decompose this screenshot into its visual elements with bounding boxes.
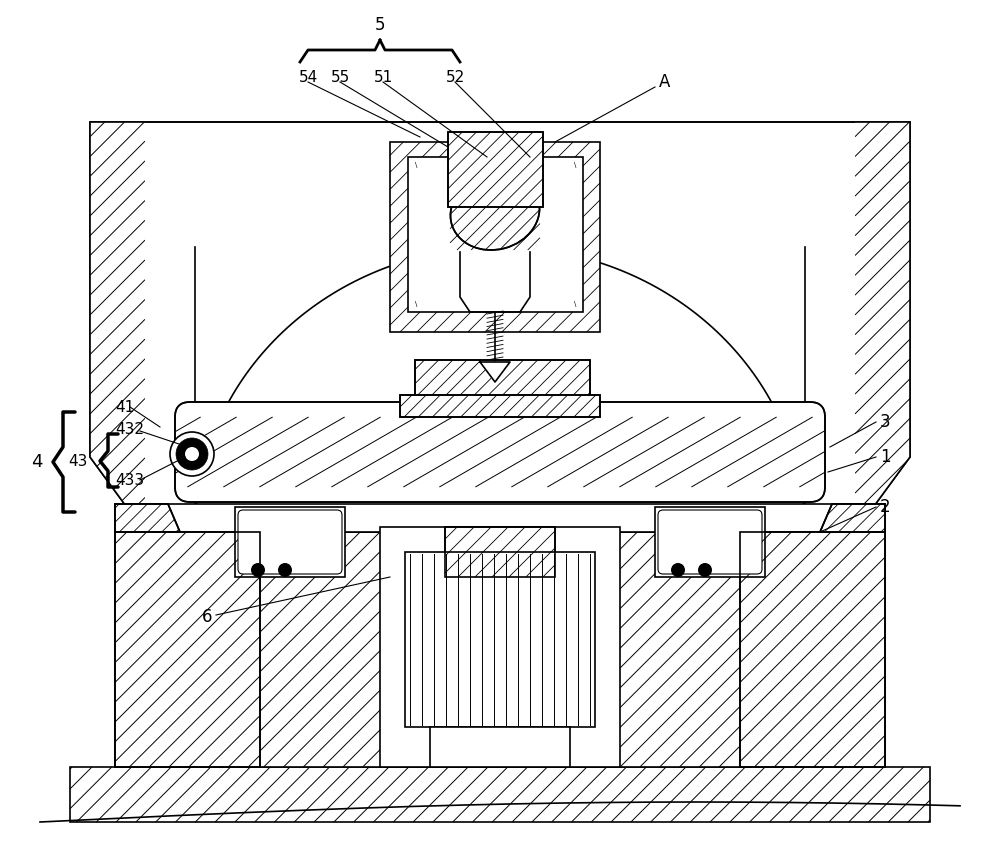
Text: 51: 51 (373, 70, 393, 85)
Bar (740, 532, 885, 767)
Polygon shape (855, 122, 910, 532)
Text: 2: 2 (880, 498, 891, 516)
Polygon shape (430, 727, 570, 767)
Circle shape (698, 563, 712, 577)
Text: 432: 432 (115, 422, 144, 436)
Bar (415, 360, 590, 402)
Bar (390, 142, 600, 332)
Bar (115, 532, 260, 767)
Bar (655, 507, 765, 577)
Text: 433: 433 (115, 472, 144, 488)
Text: 41: 41 (115, 399, 134, 414)
Polygon shape (90, 122, 910, 532)
Bar (380, 527, 620, 767)
Text: 1: 1 (880, 448, 891, 466)
Bar (445, 527, 555, 577)
Circle shape (251, 563, 265, 577)
Bar (405, 552, 595, 727)
Bar (115, 504, 885, 532)
Polygon shape (115, 504, 180, 532)
Text: 5: 5 (375, 16, 385, 34)
Circle shape (278, 563, 292, 577)
FancyBboxPatch shape (238, 510, 342, 574)
Bar (400, 395, 600, 417)
Polygon shape (480, 362, 510, 382)
Bar (448, 132, 543, 207)
Text: 43: 43 (69, 454, 88, 468)
Bar (115, 532, 260, 767)
Polygon shape (90, 122, 145, 532)
Text: 3: 3 (880, 413, 891, 431)
Bar (415, 360, 590, 402)
Text: A: A (659, 73, 671, 91)
Text: \: \ (415, 162, 417, 168)
Bar (448, 132, 543, 207)
FancyBboxPatch shape (658, 510, 762, 574)
Circle shape (170, 432, 214, 476)
Bar (445, 527, 555, 577)
Text: \: \ (574, 162, 576, 168)
Ellipse shape (450, 174, 540, 250)
Circle shape (176, 438, 208, 470)
Bar (408, 157, 583, 312)
Bar (70, 767, 930, 822)
Text: 55: 55 (330, 70, 350, 85)
FancyBboxPatch shape (175, 402, 825, 502)
Text: 52: 52 (445, 70, 465, 85)
Polygon shape (195, 247, 805, 532)
Polygon shape (820, 504, 885, 532)
Text: 4: 4 (31, 453, 43, 471)
Circle shape (185, 447, 199, 461)
Bar (400, 395, 600, 417)
Bar (235, 507, 345, 577)
Text: \: \ (415, 301, 417, 307)
Bar (740, 532, 885, 767)
Circle shape (671, 563, 685, 577)
Text: \: \ (574, 301, 576, 307)
Text: 6: 6 (202, 608, 213, 626)
Bar (115, 532, 885, 767)
Text: 54: 54 (298, 70, 318, 85)
